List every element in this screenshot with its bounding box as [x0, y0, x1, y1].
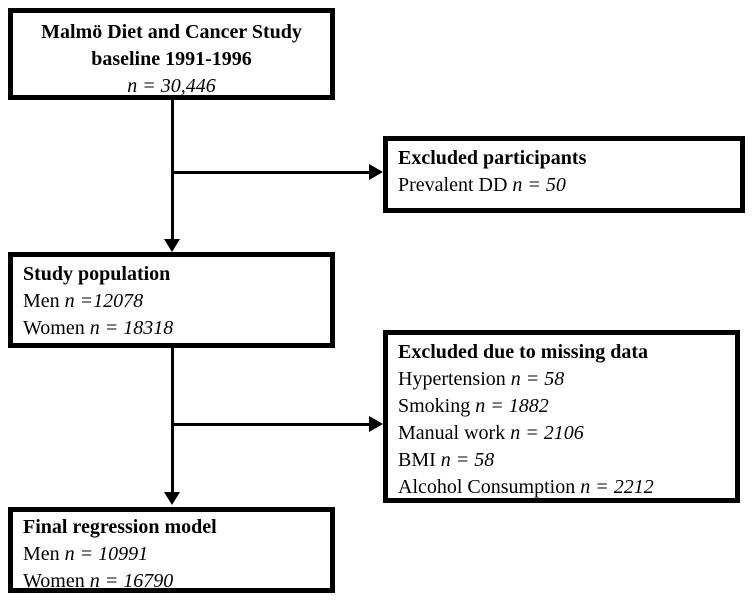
final-model-men: Men n = 10991 — [23, 543, 149, 565]
excluded-participants-title: Excluded participants — [398, 147, 587, 169]
connector-baseline-to-study-line — [171, 100, 174, 240]
study-population-title: Study population — [23, 263, 171, 285]
study-population-box: Study population Men n =12078 Women n = … — [8, 252, 335, 348]
excluded-missing-data-box: Excluded due to missing data Hypertensio… — [383, 330, 740, 503]
baseline-n-value: n = 30,446 — [127, 75, 216, 97]
connector-study-to-final-line — [171, 348, 174, 492]
baseline-title-line1: Malmö Diet and Cancer Study — [41, 21, 302, 43]
excluded-participants-box: Excluded participants Prevalent DD n = 5… — [383, 136, 745, 213]
study-population-women: Women n = 18318 — [23, 317, 174, 339]
arrow-right-to-excluded-missing-icon — [369, 416, 383, 432]
connector-branch-to-excluded-missing-line — [172, 423, 370, 426]
final-model-title: Final regression model — [23, 516, 217, 538]
arrow-down-to-final-model-icon — [164, 492, 180, 505]
excluded-missing-smoking: Smoking n = 1882 — [398, 395, 549, 417]
excluded-participants-line: Prevalent DD n = 50 — [398, 174, 566, 196]
excluded-missing-hypertension: Hypertension n = 58 — [398, 368, 565, 390]
connector-branch-to-excluded-dd-line — [172, 171, 370, 174]
excluded-missing-alcohol: Alcohol Consumption n = 2212 — [398, 476, 654, 498]
excluded-missing-bmi: BMI n = 58 — [398, 449, 495, 471]
excluded-missing-manual-work: Manual work n = 2106 — [398, 422, 584, 444]
final-regression-model-box: Final regression model Men n = 10991 Wom… — [8, 507, 335, 593]
excluded-missing-title: Excluded due to missing data — [398, 341, 649, 363]
arrow-right-to-excluded-dd-icon — [369, 164, 383, 180]
baseline-box: Malmö Diet and Cancer Study baseline 199… — [8, 8, 335, 100]
final-model-women: Women n = 16790 — [23, 570, 174, 592]
baseline-title-line2: baseline 1991-1996 — [91, 48, 252, 70]
study-population-men: Men n =12078 — [23, 290, 144, 312]
arrow-down-to-study-population-icon — [164, 239, 180, 252]
